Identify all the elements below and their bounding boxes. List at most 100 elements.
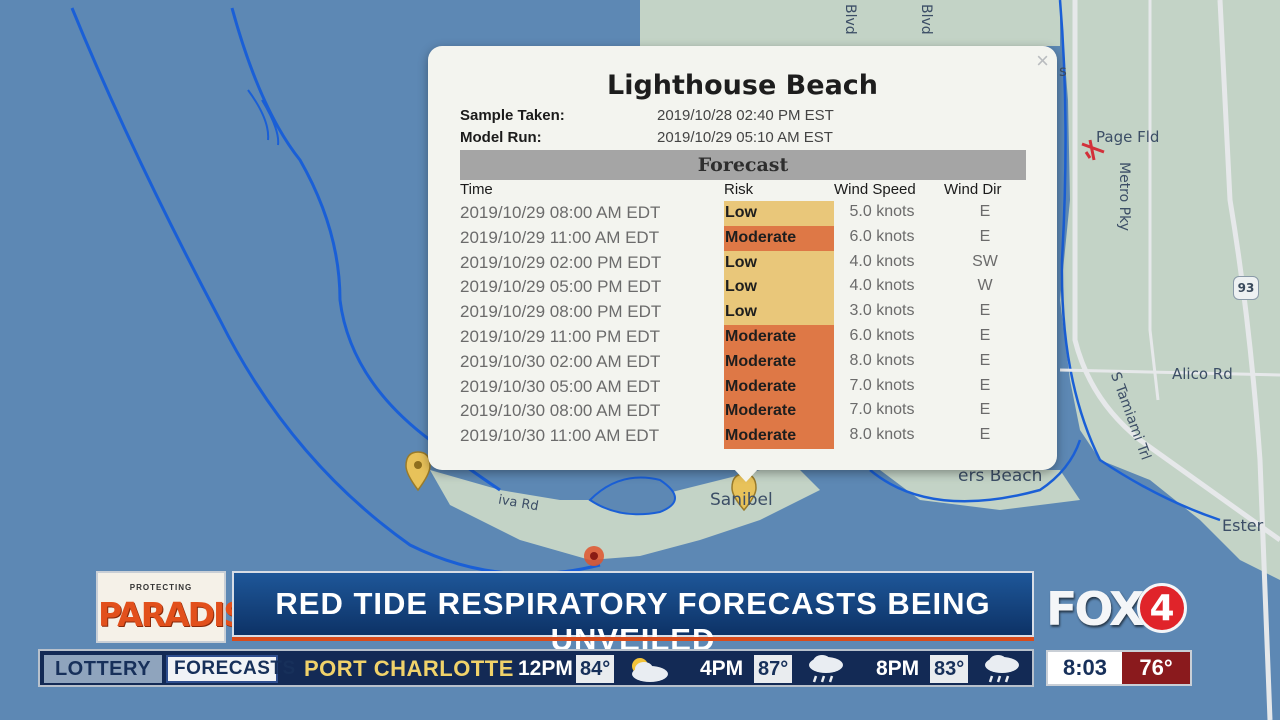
wind-dir: E <box>979 351 991 369</box>
road-alico <box>1059 368 1280 377</box>
popup-pointer <box>733 468 759 482</box>
wind-dir: E <box>979 302 991 320</box>
forecast-time: 2019/10/29 02:00 PM EDT <box>460 252 662 272</box>
wind-speed: 8.0 knots <box>849 426 915 444</box>
sample-taken-label: Sample Taken: <box>460 107 565 124</box>
headline-bar: RED TIDE RESPIRATORY FORECASTS BEING UNV… <box>232 571 1034 657</box>
slot-time-3: 8PM <box>876 657 920 680</box>
ticker-city: PORT CHARLOTTE <box>304 656 514 681</box>
partly-cloudy-icon <box>632 658 668 682</box>
logo-tagline: PROTECTING <box>129 583 193 592</box>
risk-badge: Low <box>724 250 834 276</box>
wind-dir: W <box>977 277 993 295</box>
col-wind-dir: Wind Dir <box>944 181 1002 198</box>
forecast-row: 2019/10/29 11:00 PM EDT Moderate 6.0 knots… <box>460 324 1026 350</box>
fox-wordmark: FOX <box>1046 582 1144 636</box>
forecast-row: 2019/10/29 08:00 PM EDT Low 3.0 knots E <box>460 300 1026 325</box>
tab-lottery[interactable]: LOTTERY <box>44 655 162 683</box>
tab-forecasts[interactable]: FORECASTS <box>166 655 295 683</box>
forecast-time: 2019/10/30 02:00 AM EDT <box>460 351 661 371</box>
forecast-time: 2019/10/30 05:00 AM EDT <box>460 376 661 396</box>
wind-dir: SW <box>972 252 998 270</box>
rain-cloud-icon <box>985 655 1019 683</box>
slot-temp-2: 87° <box>754 655 793 683</box>
risk-badge: Moderate <box>724 324 834 350</box>
label-metro-pky: Metro Pky <box>1116 162 1132 231</box>
route-93-shield: 93 <box>1233 276 1259 300</box>
forecast-row: 2019/10/29 05:00 PM EDT Low 4.0 knots W <box>460 275 1026 301</box>
forecast-time: 2019/10/30 08:00 AM EDT <box>460 401 661 421</box>
forecast-time: 2019/10/29 05:00 PM EDT <box>460 277 662 297</box>
weather-ticker: LOTTERY FORECASTS PORT CHARLOTTE 12PM 84… <box>38 649 1034 687</box>
slot-temp-3: 83° <box>930 655 969 683</box>
forecast-time: 2019/10/29 08:00 PM EDT <box>460 302 662 322</box>
road-i75 <box>1217 0 1273 720</box>
risk-badge: Low <box>724 300 834 325</box>
slot-temp-1: 84° <box>576 655 615 683</box>
col-time: Time <box>460 181 493 198</box>
risk-badge: Moderate <box>724 349 834 375</box>
forecast-table: 2019/10/29 08:00 AM EDT Low 5.0 knots E 2019… <box>460 201 1026 449</box>
coastline-islets <box>247 89 280 146</box>
protecting-paradise-logo: PROTECTING PARADISE <box>96 571 268 643</box>
wind-dir: E <box>979 376 991 394</box>
col-wind-speed: Wind Speed <box>834 181 916 198</box>
wind-speed: 6.0 knots <box>849 227 915 245</box>
label-beach: ers Beach <box>958 466 1043 486</box>
road-metro <box>1148 0 1160 401</box>
label-page-fld: Page Fld <box>1096 128 1160 146</box>
wind-dir: E <box>979 227 991 245</box>
headline-accent-stripe <box>232 637 1034 641</box>
label-estero: Ester <box>1222 516 1264 535</box>
forecast-time: 2019/10/30 11:00 AM EDT <box>460 426 660 446</box>
wind-speed: 8.0 knots <box>849 351 915 369</box>
wind-dir: E <box>979 203 991 220</box>
rain-cloud-icon <box>809 655 843 683</box>
wind-speed: 7.0 knots <box>849 376 915 394</box>
forecast-header: Forecast <box>460 150 1026 180</box>
popup-title: Lighthouse Beach <box>606 70 879 101</box>
label-blvd-2: Blvd <box>918 4 934 35</box>
label-sanibel: Sanibel <box>710 490 773 510</box>
wind-speed: 4.0 knots <box>849 252 915 270</box>
risk-badge: Moderate <box>724 374 834 400</box>
fox4-logo: FOX 4 <box>1046 583 1188 635</box>
wind-speed: 3.0 knots <box>849 302 915 320</box>
clock-time: 8:03 <box>1062 655 1108 680</box>
forecast-row: 2019/10/29 08:00 AM EDT Low 5.0 knots E <box>460 201 1026 226</box>
coastline-mainland <box>1058 0 1221 522</box>
pin-dot <box>414 461 422 469</box>
forecast-row: 2019/10/29 11:00 AM EDT Moderate 6.0 knots… <box>460 225 1026 251</box>
coastline-beach <box>869 439 1082 503</box>
model-run-value: 2019/10/29 05:10 AM EST <box>657 129 833 146</box>
close-icon[interactable]: × <box>1036 48 1049 73</box>
forecast-row: 2019/10/30 11:00 AM EDT Moderate 8.0 knots… <box>460 424 1026 449</box>
risk-badge: Low <box>724 275 834 301</box>
beach-forecast-popup: × Lighthouse Beach Sample Taken: 2019/10… <box>428 46 1057 470</box>
forecast-row: 2019/10/29 02:00 PM EDT Low 4.0 knots SW <box>460 250 1026 276</box>
logo-title: PARADISE <box>98 595 268 634</box>
wind-speed: 6.0 knots <box>849 326 915 344</box>
bay <box>588 476 676 516</box>
wind-speed: 5.0 knots <box>849 203 915 220</box>
col-risk: Risk <box>724 181 754 198</box>
forecast-time: 2019/10/29 11:00 AM EDT <box>460 227 660 247</box>
wind-speed: 7.0 knots <box>849 401 915 419</box>
label-blvd-1: Blvd <box>842 4 858 35</box>
channel-number-badge: 4 <box>1137 583 1187 633</box>
coastline-outer <box>70 7 601 576</box>
forecast-column-headers: Time Risk Wind Speed Wind Dir <box>460 181 1026 201</box>
risk-badge: Moderate <box>724 399 834 425</box>
current-temp: 76° <box>1122 652 1190 684</box>
airport-icon <box>1081 139 1105 161</box>
mainland-north <box>640 0 1060 46</box>
label-s-marker: s <box>1059 62 1067 80</box>
sanibel-island <box>430 470 820 560</box>
wind-dir: E <box>979 401 991 419</box>
wind-speed: 4.0 knots <box>849 277 915 295</box>
model-run-label: Model Run: <box>460 129 542 146</box>
forecast-row: 2019/10/30 05:00 AM EDT Moderate 7.0 knots… <box>460 374 1026 400</box>
pin-dot-red <box>590 552 598 560</box>
slot-time-1: 12PM <box>518 657 573 680</box>
